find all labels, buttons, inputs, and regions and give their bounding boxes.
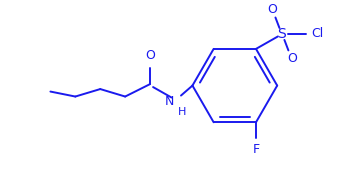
- Text: F: F: [252, 143, 260, 156]
- Text: N: N: [165, 95, 174, 108]
- Text: O: O: [287, 52, 297, 65]
- Text: Cl: Cl: [311, 27, 324, 40]
- Text: S: S: [278, 27, 286, 41]
- Text: H: H: [178, 107, 186, 116]
- Text: O: O: [145, 49, 155, 62]
- Text: O: O: [267, 3, 277, 16]
